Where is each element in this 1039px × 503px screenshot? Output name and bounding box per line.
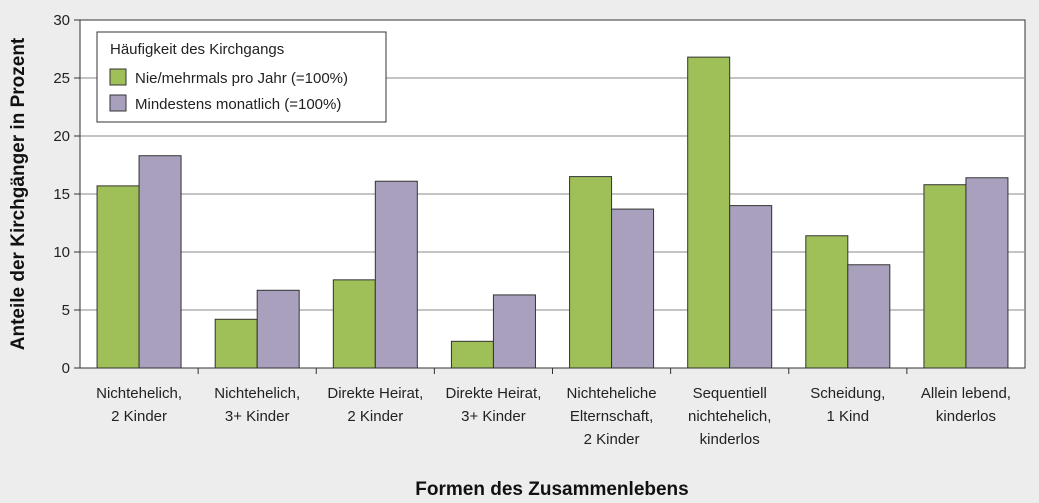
x-category-line: Nichteheliche [567,385,657,402]
y-tick-label-15: 15 [53,186,70,203]
bar-series1-cat3 [332,279,376,369]
x-category-label-5: Nichteheliche Elternschaft, 2 Kinder [567,385,657,448]
bar-series1-cat7 [805,235,849,369]
x-axis-title: Formen des Zusammenlebens [415,479,688,500]
legend-label-series-1: Nie/mehrmals pro Jahr (=100%) [135,70,348,87]
bar-series2-cat2 [256,289,300,369]
y-axis-ticks: 0 5 10 15 20 25 30 [53,12,80,377]
y-tick-label-30: 30 [53,12,70,29]
x-category-line: kinderlos [700,431,760,448]
x-category-line: Direkte Heirat, [446,385,542,402]
y-tick-label-5: 5 [62,302,70,319]
bar-series1-cat2 [214,318,258,369]
x-category-line: kinderlos [936,408,996,425]
legend-label-series-2: Mindestens monatlich (=100%) [135,96,341,113]
x-category-line: 3+ Kinder [225,408,290,425]
legend-box [96,31,387,123]
bar-series2-cat4 [492,294,536,369]
x-category-line: 2 Kinder [111,408,167,425]
bar-series2-cat7 [847,264,891,369]
bar-series2-cat8 [965,177,1009,369]
bar-series1-cat1 [96,185,140,369]
y-tick-label-20: 20 [53,128,70,145]
x-category-line: Nichtehelich, [214,385,300,402]
y-tick-label-0: 0 [62,360,70,377]
bars [96,56,1009,369]
y-tick-label-25: 25 [53,70,70,87]
bar-series1-cat6 [687,56,731,369]
x-category-label-7: Scheidung, 1 Kind [810,385,885,425]
y-axis-title: Anteile der Kirchgänger in Prozent [8,37,29,350]
x-category-line: nichtehelich, [688,408,771,425]
x-axis-categories: Nichtehelich, 2 Kinder Nichtehelich, 3+ Kin… [96,368,1011,448]
x-category-line: 1 Kind [827,408,870,425]
x-category-line: 3+ Kinder [461,408,526,425]
bar-series2-cat6 [729,205,773,369]
x-category-line: Nichtehelich, [96,385,182,402]
x-category-label-6: Sequentiell nichtehelich, kinderlos [688,385,771,448]
bar-series2-cat1 [138,155,182,369]
x-category-line: Allein lebend, [921,385,1011,402]
y-tick-label-10: 10 [53,244,70,261]
legend-swatch-series-2 [109,94,127,112]
x-category-line: Sequentiell [693,385,767,402]
legend-title: Häufigkeit des Kirchgangs [110,41,284,58]
x-category-label-1: Nichtehelich, 2 Kinder [96,385,182,425]
bar-series2-cat3 [374,180,418,369]
bar-series1-cat4 [450,340,494,369]
bar-series1-cat5 [569,176,613,369]
legend: Häufigkeit des Kirchgangs Nie/mehrmals p… [96,31,387,123]
x-category-line: Direkte Heirat, [327,385,423,402]
legend-swatch-series-1 [109,68,127,86]
x-category-line: 2 Kinder [584,431,640,448]
x-category-line: Elternschaft, [570,408,653,425]
x-category-label-8: Allein lebend, kinderlos [921,385,1011,425]
x-category-label-3: Direkte Heirat, 2 Kinder [327,385,423,425]
x-category-label-4: Direkte Heirat, 3+ Kinder [446,385,542,425]
bar-series1-cat8 [923,184,967,369]
x-category-line: 2 Kinder [347,408,403,425]
x-category-label-2: Nichtehelich, 3+ Kinder [214,385,300,425]
bar-series2-cat5 [611,208,655,369]
x-category-line: Scheidung, [810,385,885,402]
